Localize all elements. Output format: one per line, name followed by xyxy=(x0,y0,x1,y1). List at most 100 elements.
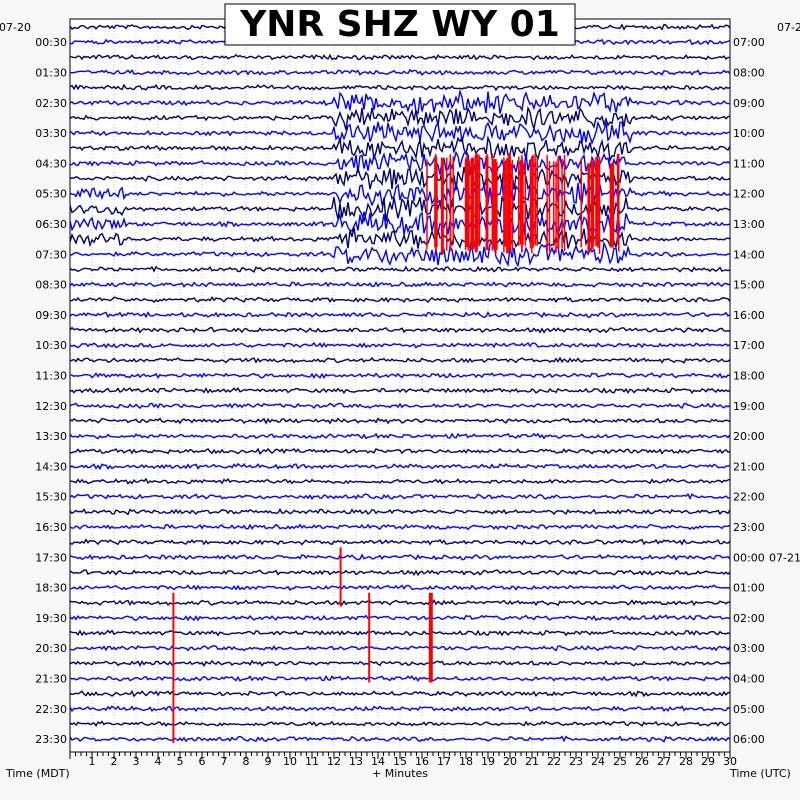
left-time-label: 20:30 xyxy=(35,642,67,655)
minute-tick-label: 29 xyxy=(701,755,715,768)
seismic-trace xyxy=(69,326,731,334)
right-time-label: 13:00 xyxy=(733,218,765,231)
seismic-trace xyxy=(69,477,731,485)
seismic-trace xyxy=(69,295,731,304)
left-time-label: 01:30 xyxy=(35,66,67,79)
right-time-label: 06:00 xyxy=(733,733,765,746)
left-time-label: 10:30 xyxy=(35,339,67,352)
seismic-trace xyxy=(69,432,731,440)
seismic-trace xyxy=(69,447,731,455)
right-time-label: 16:00 xyxy=(733,309,765,322)
right-time-label: 23:00 xyxy=(733,521,765,534)
seismic-trace xyxy=(69,644,731,652)
minute-tick-label: 27 xyxy=(657,755,671,768)
minute-tick-label: 20 xyxy=(503,755,517,768)
left-axis-label: Time (MDT) xyxy=(5,767,70,780)
minute-tick-label: 30 xyxy=(723,755,737,768)
right-time-label: 04:00 xyxy=(733,672,765,685)
minute-tick-label: 28 xyxy=(679,755,693,768)
event-marks xyxy=(172,153,620,744)
seismic-trace xyxy=(69,356,731,364)
seismic-trace xyxy=(69,135,731,164)
minute-tick-label: 22 xyxy=(547,755,561,768)
left-time-label: 12:30 xyxy=(35,400,67,413)
minute-tick-label: 1 xyxy=(89,755,96,768)
right-time-axis: 07:00 08:00 09:00 10:00 11:00 12:00 13:00 14:00… xyxy=(733,36,800,746)
seismic-traces xyxy=(69,23,731,743)
right-time-label: 09:00 xyxy=(733,97,765,110)
right-time-label: 02:00 xyxy=(733,612,765,625)
seismic-trace xyxy=(69,553,731,561)
seismic-trace xyxy=(69,281,730,288)
minute-tick-label: 17 xyxy=(437,755,451,768)
right-time-label: 00:00 xyxy=(733,551,765,564)
seismic-trace xyxy=(69,735,731,743)
left-time-label: 21:30 xyxy=(35,672,67,685)
seismic-trace xyxy=(69,720,731,727)
seismic-trace xyxy=(69,150,731,178)
right-time-label: 08:00 xyxy=(733,66,765,79)
left-time-label: 07:30 xyxy=(35,248,67,261)
seismic-trace xyxy=(69,240,731,268)
left-time-label: 14:30 xyxy=(35,460,67,473)
left-time-label: 04:30 xyxy=(35,157,67,170)
minute-tick-label: 11 xyxy=(305,755,319,768)
right-time-label: 21:00 xyxy=(733,460,765,473)
left-time-label: 11:30 xyxy=(35,369,67,382)
minute-tick-label: 12 xyxy=(327,755,341,768)
right-time-label: 18:00 xyxy=(733,369,765,382)
seismic-trace xyxy=(69,538,731,546)
seismic-trace xyxy=(69,584,731,592)
left-time-label: 23:30 xyxy=(35,733,67,746)
minute-tick-label: 24 xyxy=(591,755,605,768)
seismic-trace xyxy=(69,614,731,622)
seismic-trace xyxy=(69,372,731,380)
left-time-label: 05:30 xyxy=(35,188,67,201)
minute-tick-label: 4 xyxy=(155,755,162,768)
right-time-label: 01:00 xyxy=(733,582,765,595)
left-time-label: 13:30 xyxy=(35,430,67,443)
minute-grid xyxy=(91,19,709,752)
left-time-label: 18:30 xyxy=(35,582,67,595)
seismic-trace xyxy=(69,705,731,713)
right-date-label: 07-2 xyxy=(777,21,800,34)
seismic-trace xyxy=(69,386,731,395)
right-time-label: 03:00 xyxy=(733,642,765,655)
seismic-trace xyxy=(69,629,731,637)
left-time-label: 03:30 xyxy=(35,127,67,140)
left-time-label: 06:30 xyxy=(35,218,67,231)
seismic-trace xyxy=(69,569,731,577)
seismic-trace xyxy=(69,165,731,191)
seismic-trace xyxy=(69,68,731,77)
minute-tick-label: 15 xyxy=(393,755,407,768)
left-time-label: 00:30 xyxy=(35,36,67,49)
seismic-trace xyxy=(69,181,731,207)
right-time-label: 12:00 xyxy=(733,188,765,201)
seismic-trace xyxy=(69,265,731,273)
left-time-label: 15:30 xyxy=(35,491,67,504)
right-time-label: 19:00 xyxy=(733,400,765,413)
seismic-trace xyxy=(69,507,731,516)
seismic-trace xyxy=(69,493,731,501)
title-box xyxy=(224,3,576,46)
seismic-trace xyxy=(69,417,731,425)
chart-title: YNR SHZ WY 01 xyxy=(239,4,560,45)
minute-tick-label: 10 xyxy=(283,755,297,768)
seismic-trace xyxy=(69,195,731,224)
minute-tick-label: 7 xyxy=(221,755,228,768)
bottom-axis-label: + Minutes xyxy=(372,767,428,780)
right-time-label: 14:00 xyxy=(733,248,765,261)
seismic-trace xyxy=(69,310,731,319)
right-time-label: 22:00 xyxy=(733,491,765,504)
seismic-trace xyxy=(69,211,731,236)
minute-tick-label: 6 xyxy=(199,755,206,768)
minute-tick-label: 8 xyxy=(243,755,250,768)
minute-tick-label: 21 xyxy=(525,755,539,768)
seismic-trace xyxy=(69,659,731,667)
left-time-label: 16:30 xyxy=(35,521,67,534)
left-time-label: 02:30 xyxy=(35,97,67,110)
seismic-trace xyxy=(69,598,731,607)
minute-tick-label: 16 xyxy=(415,755,429,768)
right-time-label: 20:00 xyxy=(733,430,765,443)
